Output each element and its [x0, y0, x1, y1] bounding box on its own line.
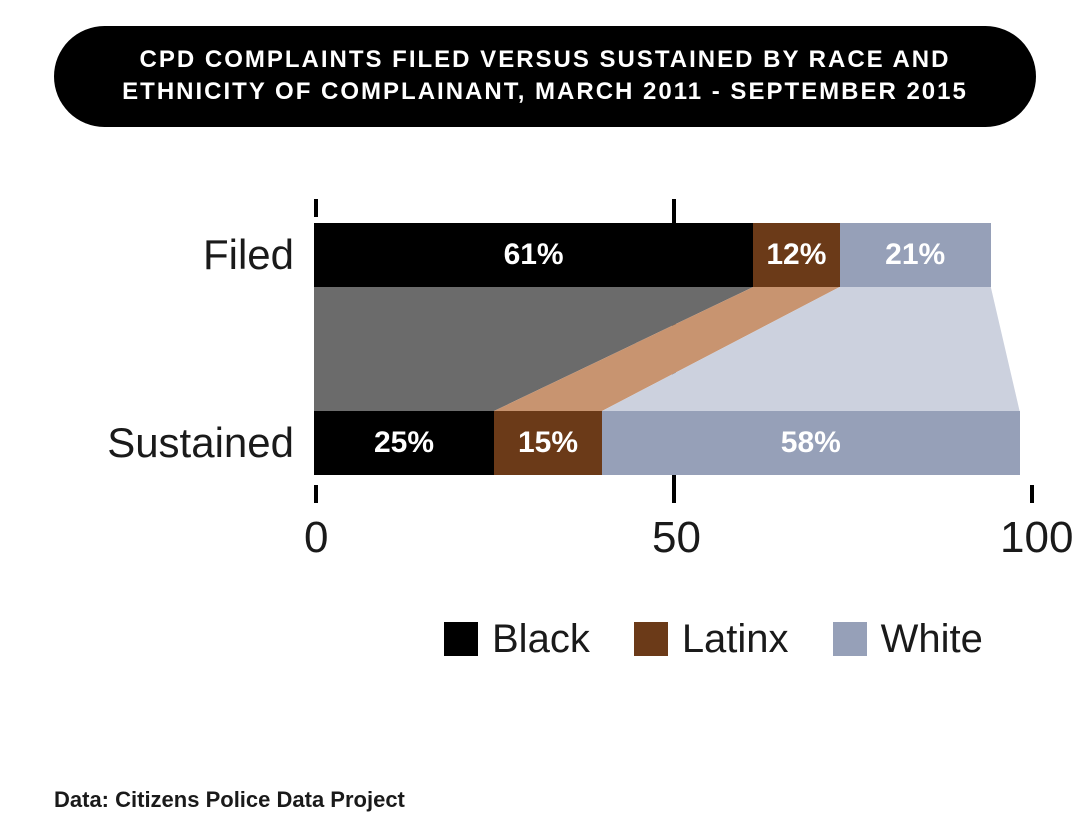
legend-item-black: Black — [444, 617, 590, 662]
bar-filed-white: 21% — [840, 223, 991, 287]
bar-sustained-black-label: 25% — [374, 426, 434, 460]
legend-swatch-latinx — [634, 622, 668, 656]
legend-swatch-white — [833, 622, 867, 656]
legend-item-white: White — [833, 617, 983, 662]
legend-label-white: White — [881, 617, 983, 662]
bar-filed-black: 61% — [314, 223, 753, 287]
axis-tick-bottom-100 — [1030, 485, 1034, 503]
y-label-filed: Filed — [94, 231, 294, 279]
connectors — [314, 287, 1034, 411]
legend-label-black: Black — [492, 617, 590, 662]
x-tick-100: 100 — [1000, 513, 1073, 563]
chart-title: CPD COMPLAINTS FILED VERSUS SUSTAINED BY… — [54, 26, 1036, 127]
title-line-1: CPD COMPLAINTS FILED VERSUS SUSTAINED BY… — [94, 44, 996, 76]
legend-swatch-black — [444, 622, 478, 656]
bar-sustained-black: 25% — [314, 411, 494, 475]
legend: Black Latinx White — [444, 617, 983, 662]
legend-item-latinx: Latinx — [634, 617, 789, 662]
x-tick-50: 50 — [652, 513, 701, 563]
title-line-2: ETHNICITY OF COMPLAINANT, MARCH 2011 - S… — [94, 76, 996, 108]
bar-sustained-latinx-label: 15% — [518, 426, 578, 460]
bar-filed-white-label: 21% — [885, 238, 945, 272]
bar-filed-latinx: 12% — [753, 223, 839, 287]
chart-container: CPD COMPLAINTS FILED VERSUS SUSTAINED BY… — [0, 0, 1090, 637]
plot-area: 61% 12% 21% 25% — [314, 217, 1034, 537]
axis-tick-bottom-0 — [314, 485, 318, 503]
axis-tick-top-50 — [672, 199, 676, 217]
axis-tick-top-0 — [314, 199, 318, 217]
bar-sustained-latinx: 15% — [494, 411, 602, 475]
data-source: Data: Citizens Police Data Project — [54, 787, 405, 813]
chart-area: Filed Sustained 61% 12% 21% — [194, 217, 1036, 637]
bar-filed-black-label: 61% — [504, 238, 564, 272]
y-label-sustained: Sustained — [94, 419, 294, 467]
x-tick-0: 0 — [304, 513, 328, 563]
bar-sustained-white: 58% — [602, 411, 1020, 475]
bar-filed-latinx-label: 12% — [766, 238, 826, 272]
axis-tick-bottom-50 — [672, 485, 676, 503]
legend-label-latinx: Latinx — [682, 617, 789, 662]
bar-sustained-white-label: 58% — [781, 426, 841, 460]
